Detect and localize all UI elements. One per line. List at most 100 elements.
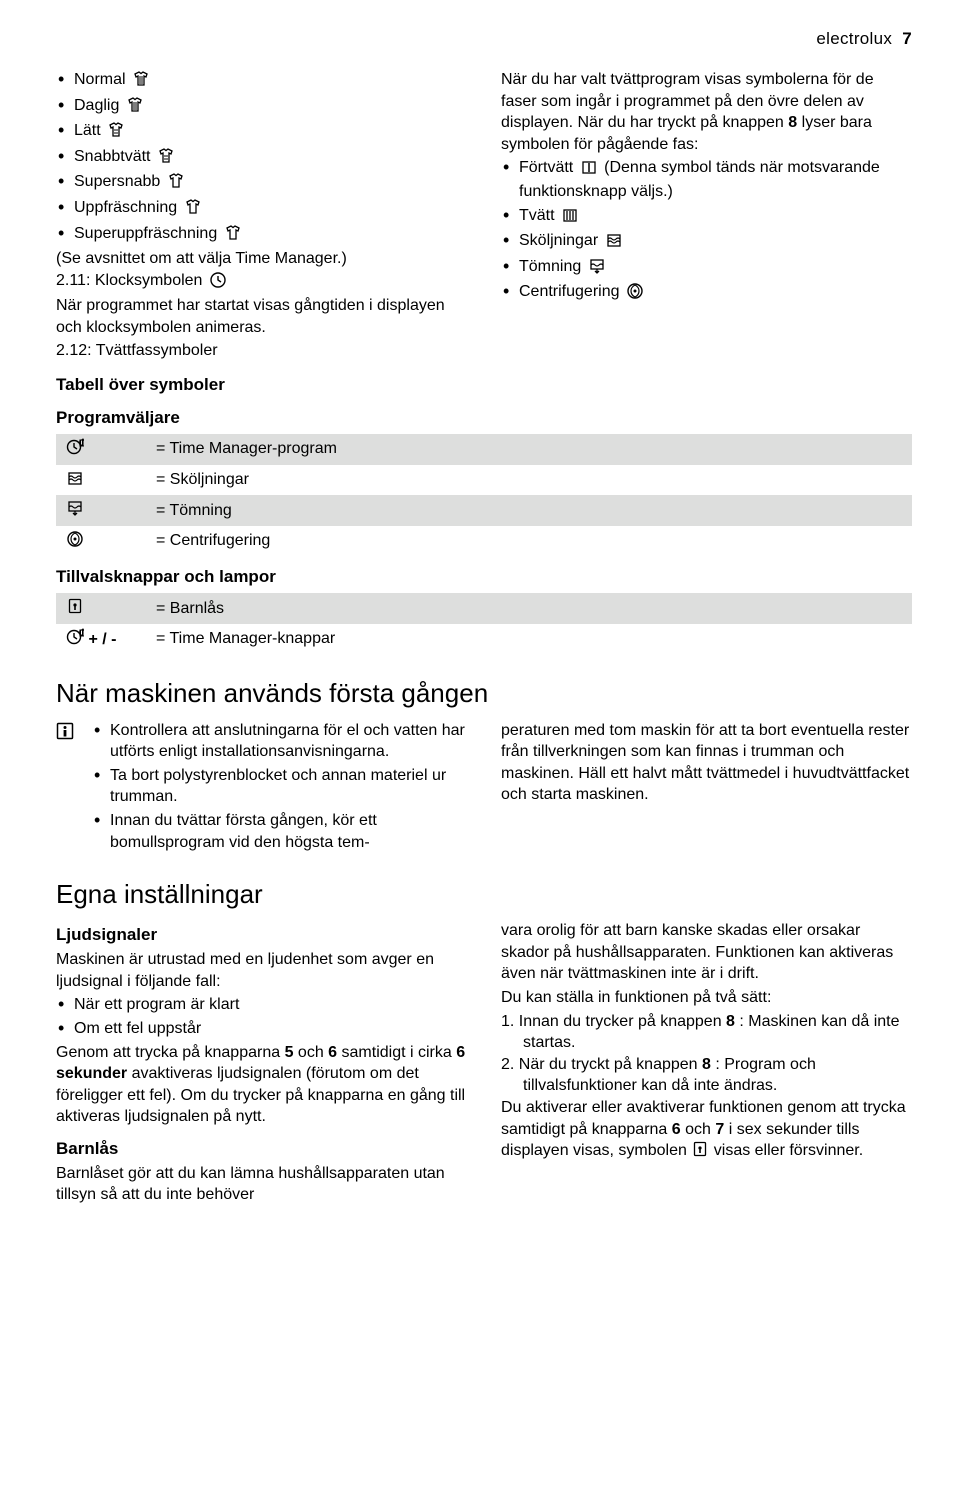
wash-icon [559, 206, 581, 229]
rinse-icon [603, 231, 625, 254]
phase-item: Tvätt [501, 205, 912, 229]
table-row: = Time Manager-program [56, 434, 912, 465]
phase-item: Centrifugering [501, 281, 912, 305]
table-label-cell: = Tömning [146, 495, 912, 526]
buzzer-list: När ett program är klart Om ett fel upps… [56, 994, 467, 1039]
program-level-label: Supersnabb [74, 173, 160, 190]
btn6: 6 [328, 1044, 337, 1061]
clock-icon [207, 271, 229, 294]
childlock-two-ways: Du kan ställa in funktionen på två sätt: [501, 987, 912, 1009]
childlock-icon [691, 1140, 709, 1165]
table-label-cell: = Centrifugering [146, 526, 912, 557]
program-level-item: Snabbtvätt [56, 146, 467, 170]
first-use-item: Innan du tvättar första gången, kör ett … [92, 810, 467, 853]
program-level-item: Uppfräschning [56, 197, 467, 221]
table-label-cell: = Barnlås [146, 593, 912, 624]
phase-label: Centrifugering [519, 283, 624, 300]
program-selector-table: = Time Manager-program = Sköljningar = T… [56, 434, 912, 556]
buzzer-li-2: Om ett fel uppstår [56, 1018, 467, 1040]
childlock-num-1: 1. Innan du trycker på knappen 8 : Maski… [501, 1011, 912, 1054]
program-level-list: Normal Daglig Lätt Snabbtvätt Supersnabb… [56, 69, 467, 246]
section-211: 2.11: Klocksymbolen [56, 270, 467, 294]
cl3b: och [681, 1121, 716, 1138]
bz-a: Genom att trycka på knapparna [56, 1044, 285, 1061]
program-level-item: Daglig [56, 95, 467, 119]
program-selector-title: Programväljare [56, 407, 912, 430]
page-header: electrolux 7 [56, 28, 912, 51]
drain-icon [66, 502, 84, 519]
rinse-icon [66, 472, 84, 489]
table-row: = Tömning [56, 495, 912, 526]
buzzer-intro: Maskinen är utrustad med en ljudenhet so… [56, 949, 467, 992]
bz-c: samtidigt i cirka [337, 1044, 456, 1061]
table-icon-cell: + / - [56, 624, 146, 655]
time-manager-icon [66, 441, 84, 458]
info-icon [56, 722, 82, 751]
program-level-label: Normal [74, 71, 126, 88]
option-buttons-table: = Barnlås + / - = Time Manager-knappar [56, 593, 912, 654]
program-level-label: Snabbtvätt [74, 148, 151, 165]
program-level-item: Normal [56, 69, 467, 93]
table-row: + / - = Time Manager-knappar [56, 624, 912, 655]
section-211-label: 2.11: Klocksymbolen [56, 272, 207, 289]
brand: electrolux [816, 29, 892, 48]
phase-label: Tömning [519, 258, 586, 275]
table-icon-cell [56, 465, 146, 496]
phase-intro: När du har valt tvättprogram visas symbo… [501, 69, 912, 155]
phase-label: Sköljningar [519, 232, 603, 249]
childlock-activate: Du aktiverar eller avaktiverar funktione… [501, 1097, 912, 1165]
shirt-dense-icon [124, 96, 146, 119]
phase-item: Tömning [501, 256, 912, 280]
spin-icon [66, 533, 84, 550]
bz-b: och [293, 1044, 328, 1061]
phase-item: Sköljningar [501, 230, 912, 254]
first-use-item: Kontrollera att anslutningarna för el oc… [92, 720, 467, 763]
phase-label: Tvätt [519, 207, 559, 224]
cl3d: visas eller försvinner. [709, 1142, 863, 1159]
childlock-numlist: 1. Innan du trycker på knappen 8 : Maski… [501, 1011, 912, 1097]
top-columns: Normal Daglig Lätt Snabbtvätt Supersnabb… [56, 69, 912, 364]
first-use-heading: När maskinen används första gången [56, 676, 912, 711]
table-icon-cell [56, 434, 146, 465]
childlock-heading: Barnlås [56, 1138, 467, 1161]
shirt-outline-icon [165, 172, 187, 195]
childlock-intro: Barnlåset gör att du kan lämna hushållsa… [56, 1163, 467, 1206]
settings-left: Ljudsignaler Maskinen är utrustad med en… [56, 920, 467, 1208]
cl-b6: 6 [672, 1121, 681, 1138]
program-level-item: Superuppfräschning [56, 223, 467, 247]
table-row: = Barnlås [56, 593, 912, 624]
shirt-outline-icon [222, 224, 244, 247]
first-use-left: Kontrollera att anslutningarna för el oc… [56, 720, 467, 856]
cl1a: 1. Innan du trycker på knappen [501, 1013, 726, 1030]
shirt-dense-icon [130, 70, 152, 93]
shirt-light-icon [105, 121, 127, 144]
program-level-label: Uppfräschning [74, 199, 177, 216]
symbol-table-title: Tabell över symboler [56, 374, 912, 397]
table-label-cell: = Time Manager-program [146, 434, 912, 465]
drain-icon [586, 257, 608, 280]
table-icon-cell [56, 495, 146, 526]
phase-list: Förtvätt (Denna symbol tänds när motsvar… [501, 157, 912, 305]
table-icon-cell [56, 526, 146, 557]
phase-item: Förtvätt (Denna symbol tänds när motsvar… [501, 157, 912, 202]
shirt-outline-icon [182, 198, 204, 221]
page-number: 7 [902, 29, 912, 48]
prewash-icon [578, 158, 600, 181]
shirt-light-icon [155, 147, 177, 170]
settings-right: vara orolig för att barn kanske skadas e… [501, 920, 912, 1208]
time-manager-icon [66, 631, 84, 648]
button-8-ref: 8 [788, 114, 797, 131]
cl2a: 2. När du tryckt på knappen [501, 1056, 702, 1073]
buzzer-li-1: När ett program är klart [56, 994, 467, 1016]
table-label-cell: = Time Manager-knappar [146, 624, 912, 655]
program-level-label: Daglig [74, 97, 119, 114]
first-use-right: peraturen med tom maskin för att ta bort… [501, 720, 912, 856]
top-left-column: Normal Daglig Lätt Snabbtvätt Supersnabb… [56, 69, 467, 364]
time-manager-note: (Se avsnittet om att välja Time Manager.… [56, 248, 467, 270]
section-212-label: 2.12: Tvättfassymboler [56, 340, 467, 362]
program-level-item: Lätt [56, 120, 467, 144]
cl1btn: 8 [726, 1013, 735, 1030]
first-use-columns: Kontrollera att anslutningarna för el oc… [56, 720, 912, 856]
buzzer-disable: Genom att trycka på knapparna 5 och 6 sa… [56, 1042, 467, 1128]
childlock-num-2: 2. När du tryckt på knappen 8 : Program … [501, 1054, 912, 1097]
